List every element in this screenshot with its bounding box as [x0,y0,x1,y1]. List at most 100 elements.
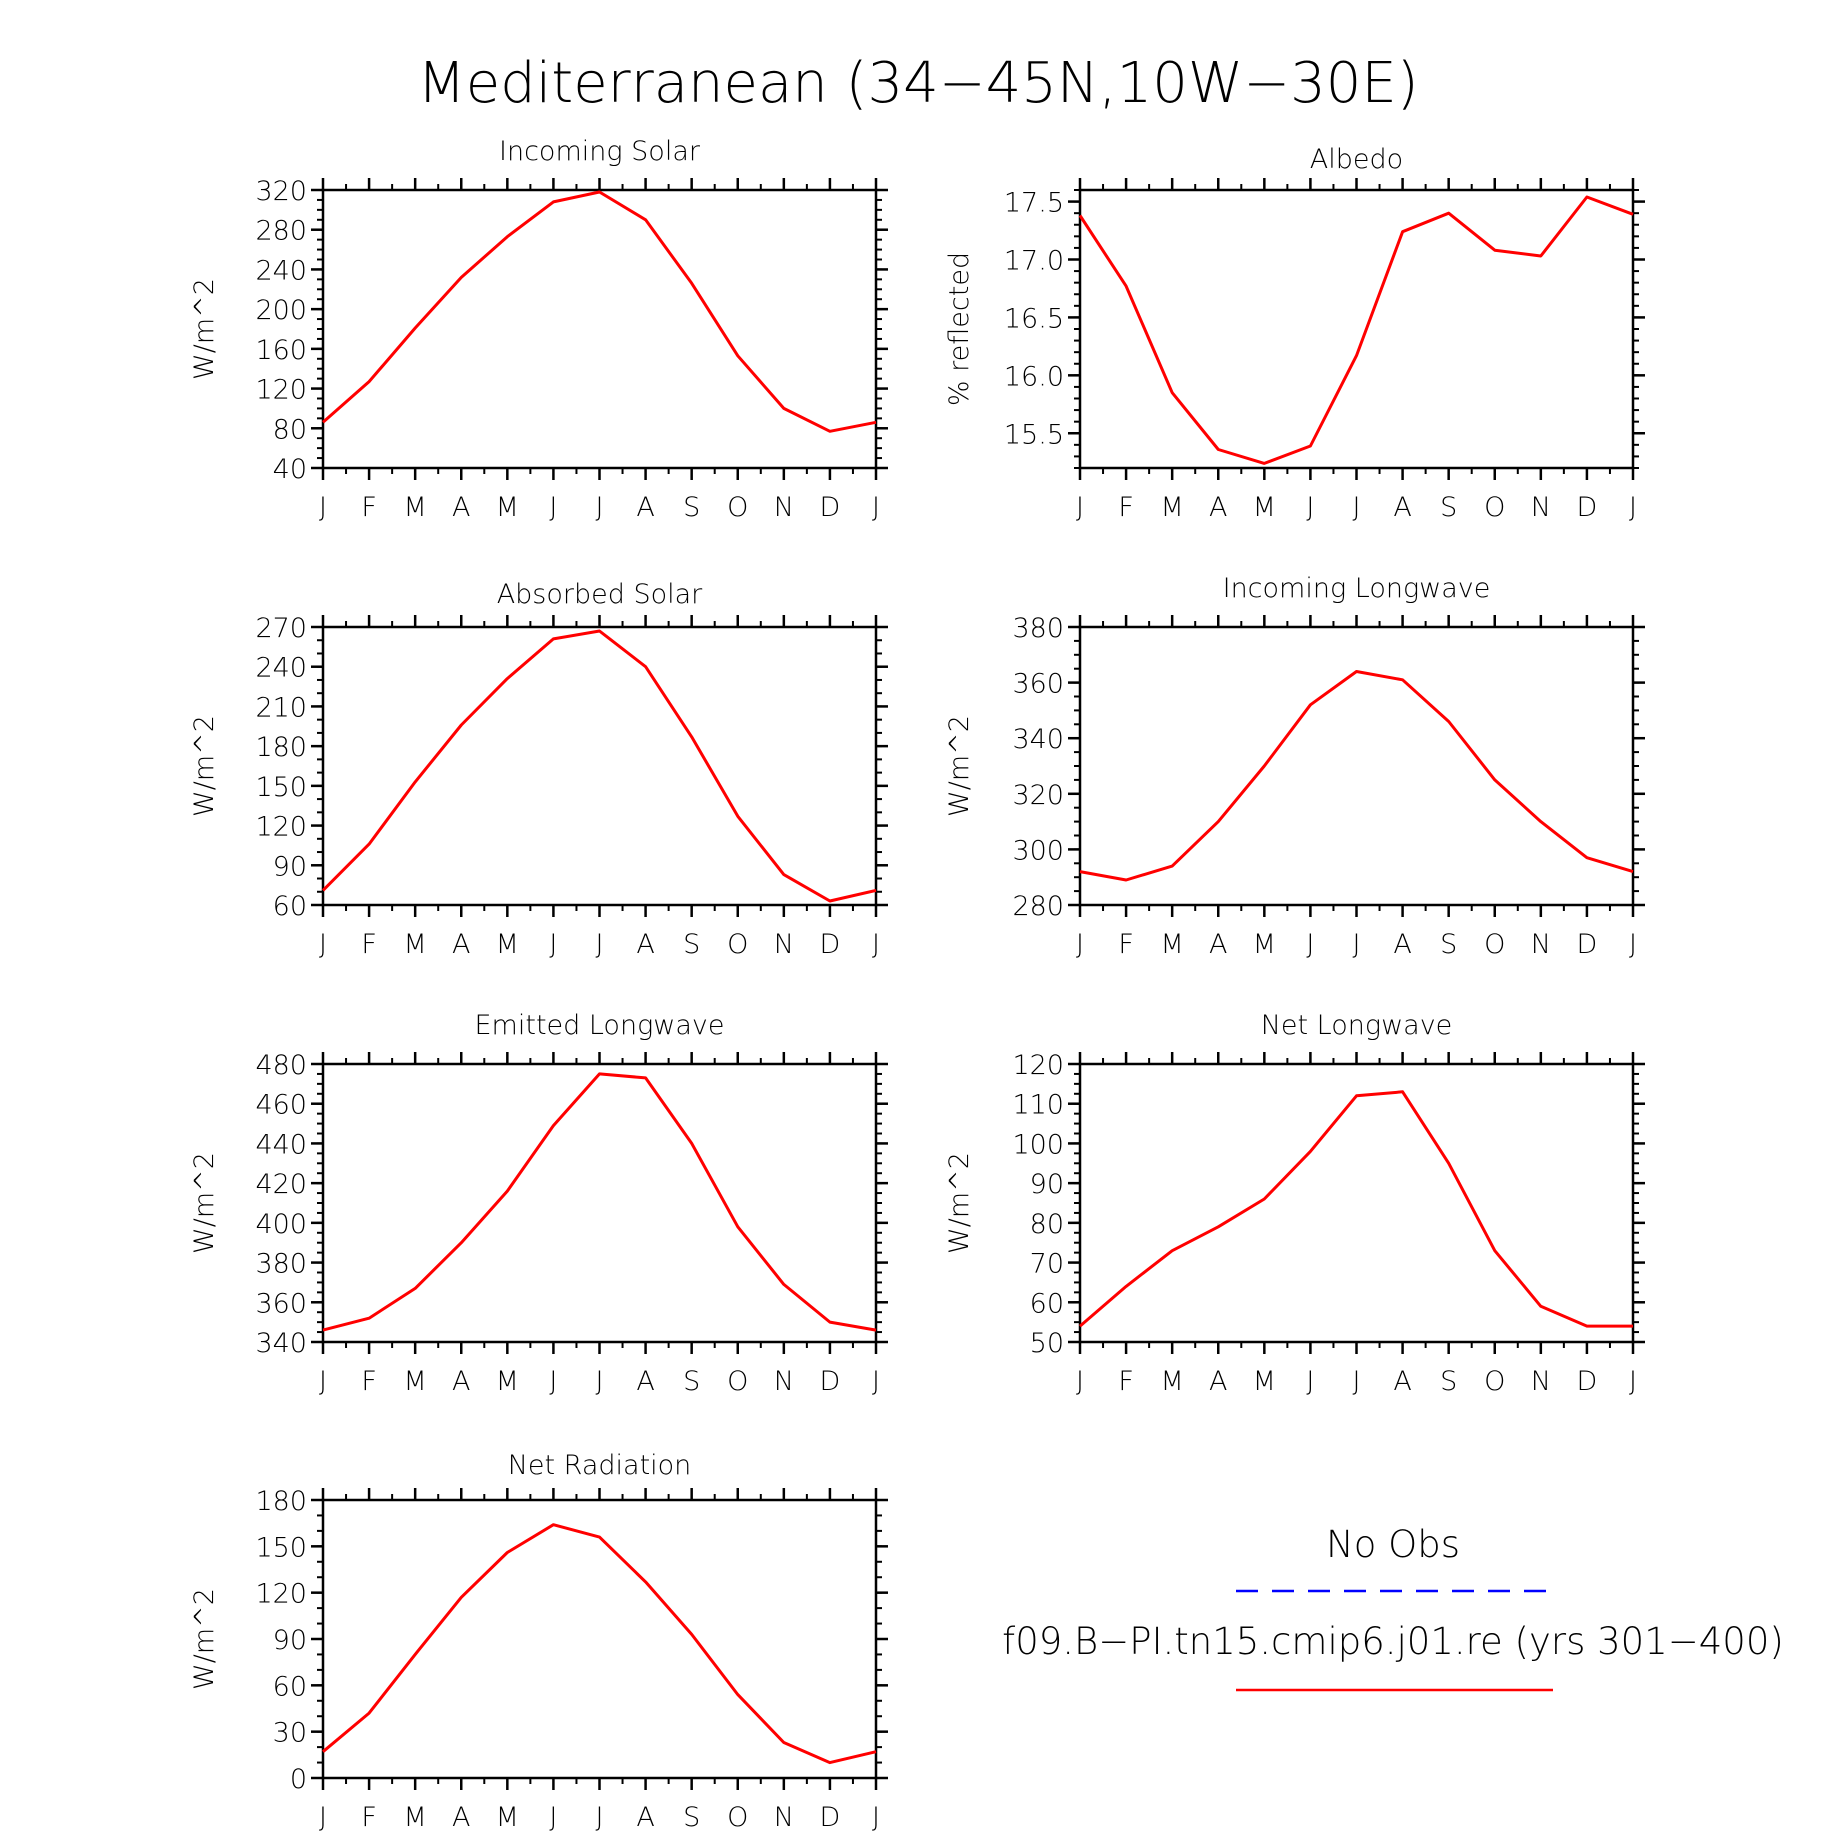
x-tick-label: D [820,929,841,960]
x-tick-label: D [1577,929,1598,960]
x-tick-label: M [1253,492,1276,523]
x-tick-label: A [1393,492,1411,523]
x-tick-label: A [452,492,470,523]
y-tick-label: 420 [255,1169,307,1200]
x-tick-label: F [361,492,377,523]
y-tick-label: 380 [1012,613,1064,644]
y-axis-label: W/m^2 [944,715,975,817]
x-tick-label: O [727,929,748,960]
y-tick-label: 360 [255,1288,307,1319]
x-tick-label: S [683,929,700,960]
y-tick-label: 280 [1012,891,1064,922]
x-tick-label: J [549,492,557,523]
figure-title: Mediterranean (34−45N,10W−30E) [417,51,1418,116]
y-tick-label: 400 [255,1209,307,1240]
x-tick-label: D [1577,492,1598,523]
x-tick-label: M [1253,929,1276,960]
x-tick-label: D [820,492,841,523]
y-axis-label: W/m^2 [189,1588,220,1690]
x-tick-label: N [774,1366,794,1397]
y-ticks: 340 360 380 400 420 440 460 480 [255,1050,888,1359]
x-tick-label: M [496,929,519,960]
x-tick-label: J [549,929,557,960]
x-tick-label: O [727,492,748,523]
x-tick-label: J [596,929,604,960]
x-tick-label: J [549,1802,557,1831]
y-tick-label: 15.5 [1004,419,1064,450]
y-ticks: 60 90 120 150 180 210 240 270 [255,613,888,922]
x-tick-label: J [872,1366,880,1397]
x-tick-label: S [683,1802,700,1831]
y-tick-label: 120 [255,1579,307,1610]
x-tick-label: J [1306,1366,1314,1397]
y-ticks: 15.5 16.0 16.5 17.0 17.5 [1004,188,1645,469]
y-tick-label: 0 [290,1764,307,1795]
y-tick-label: 110 [1012,1090,1064,1121]
x-tick-label: A [1209,929,1227,960]
x-tick-label: J [319,929,327,960]
series-line [1078,195,1634,465]
panel-title: Net Longwave [1261,1010,1453,1041]
x-tick-label: O [1484,929,1505,960]
panel-title: Emitted Longwave [475,1010,725,1041]
y-tick-label: 150 [255,772,307,803]
x-tick-label: F [361,1802,377,1831]
x-tick-label: A [1393,929,1411,960]
x-tick-label: M [404,1366,427,1397]
legend-model-label: f09.B−PI.tn15.cmip6.j01.re (yrs 301−400) [1002,1620,1784,1663]
y-tick-label: 380 [255,1249,307,1280]
y-axis-label: W/m^2 [189,1152,220,1254]
x-tick-label: M [1161,929,1184,960]
y-tick-label: 16.5 [1004,303,1064,334]
y-tick-label: 210 [255,692,307,723]
y-tick-label: 30 [273,1718,307,1749]
x-tick-label: F [361,929,377,960]
y-tick-label: 80 [273,414,307,445]
series-line [322,1523,877,1765]
y-tick-label: 150 [255,1532,307,1563]
x-tick-label: M [496,1366,519,1397]
panel-1: J F M A M J J A S O N D J4080120160200240280320Incom… [189,136,888,523]
panel-title: Albedo [1310,144,1403,175]
plot-frame [1078,625,1635,907]
x-tick-label: J [1076,1366,1084,1397]
x-tick-label: J [596,1802,604,1831]
x-tick-label: N [774,929,794,960]
x-tick-label: S [1440,1366,1457,1397]
plot-frame [321,188,878,470]
y-ticks: 0 30 60 90 120 150 180 [255,1486,888,1795]
y-tick-label: 80 [1030,1209,1064,1240]
x-tick-label: M [496,492,519,523]
x-tick-label: O [727,1802,748,1831]
x-tick-label: J [872,1802,880,1831]
x-tick-label: A [636,1366,654,1397]
x-tick-label: J [1306,929,1314,960]
legend: No Obs f09.B−PI.tn15.cmip6.j01.re (yrs 3… [1002,1523,1784,1692]
x-tick-label: J [319,1366,327,1397]
x-tick-label: N [1531,492,1551,523]
x-tick-label: J [1353,492,1361,523]
plot-frame [321,1062,878,1344]
x-tick-label: J [1353,929,1361,960]
panel-title: Incoming Solar [499,136,701,167]
y-tick-label: 40 [273,454,307,485]
x-tick-label: J [549,1366,557,1397]
y-tick-label: 360 [1012,669,1064,700]
x-tick-label: M [404,929,427,960]
x-tick-label: D [820,1802,841,1831]
y-tick-label: 340 [1012,724,1064,755]
y-tick-label: 240 [255,653,307,684]
y-tick-label: 120 [1012,1050,1064,1081]
x-tick-label: M [1161,492,1184,523]
y-tick-label: 60 [273,891,307,922]
x-tick-label: N [1531,929,1551,960]
series-line [1079,670,1634,882]
y-tick-label: 160 [255,335,307,366]
plot-frame [321,1498,878,1780]
x-tick-label: A [1393,1366,1411,1397]
panel-title: Absorbed Solar [497,579,703,610]
